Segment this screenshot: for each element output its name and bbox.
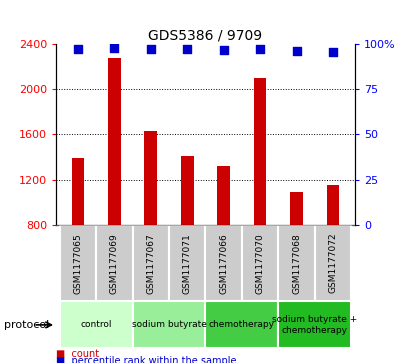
Bar [254,78,266,225]
Text: sodium butyrate: sodium butyrate [132,321,206,329]
Point [220,47,227,53]
Point [184,46,190,52]
Bar [205,301,278,348]
Bar [169,225,205,301]
Bar [315,225,351,301]
Text: GSM1177071: GSM1177071 [183,233,192,294]
Title: GDS5386 / 9709: GDS5386 / 9709 [149,28,262,42]
Text: GSM1177068: GSM1177068 [292,233,301,294]
Point [293,48,300,54]
Bar [60,225,96,301]
Bar [60,301,132,348]
Bar [278,225,315,301]
Point [75,46,81,52]
Bar [327,185,339,225]
Bar [144,131,157,225]
Bar [242,225,278,301]
Text: GSM1177067: GSM1177067 [146,233,155,294]
Text: ■  count: ■ count [56,349,99,359]
Text: GSM1177066: GSM1177066 [219,233,228,294]
Bar [278,301,351,348]
Text: control: control [81,321,112,329]
Text: sodium butyrate +
chemotherapy: sodium butyrate + chemotherapy [272,315,357,335]
Bar [132,225,169,301]
Bar [217,166,230,225]
Text: GSM1177072: GSM1177072 [328,233,337,294]
Bar [132,301,205,348]
Point [111,45,117,51]
Point [257,46,264,52]
Text: GSM1177070: GSM1177070 [256,233,265,294]
Bar [96,225,132,301]
Bar [290,192,303,225]
Text: GSM1177065: GSM1177065 [73,233,83,294]
Point [147,46,154,52]
Text: protocol: protocol [4,320,49,330]
Text: chemotherapy: chemotherapy [209,321,275,329]
Text: ■  percentile rank within the sample: ■ percentile rank within the sample [56,356,237,363]
Point [330,49,336,55]
Bar [108,58,121,225]
Bar [71,158,84,225]
Text: GSM1177069: GSM1177069 [110,233,119,294]
Bar [205,225,242,301]
Bar [181,156,193,225]
